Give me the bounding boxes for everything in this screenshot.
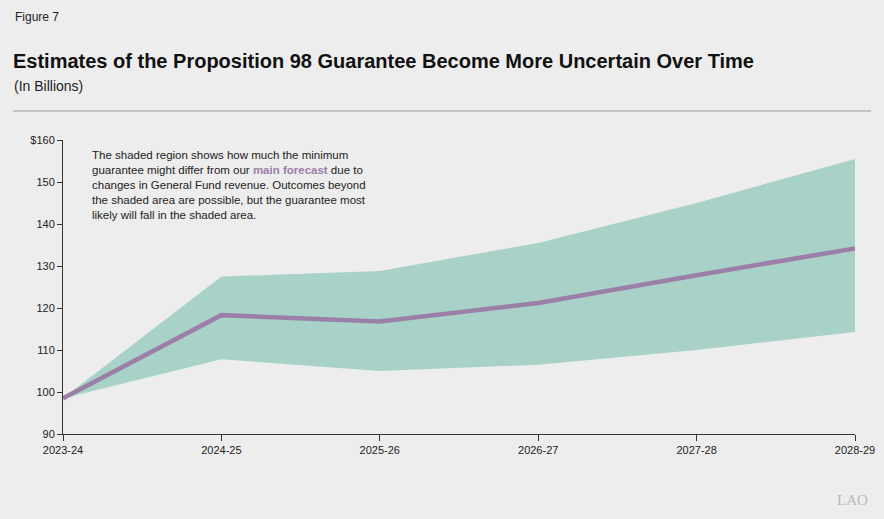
svg-text:(In Billions): (In Billions) (14, 78, 83, 94)
svg-text:2023-24: 2023-24 (43, 444, 83, 456)
svg-text:Estimates of the Proposition 9: Estimates of the Proposition 98 Guarante… (13, 50, 754, 72)
svg-text:LAO: LAO (837, 492, 868, 508)
svg-text:2024-25: 2024-25 (201, 444, 241, 456)
svg-text:140: 140 (36, 218, 54, 230)
svg-text:120: 120 (36, 302, 54, 314)
svg-text:2028-29: 2028-29 (835, 444, 875, 456)
svg-text:100: 100 (36, 386, 54, 398)
svg-text:90: 90 (43, 428, 55, 440)
svg-text:$160: $160 (30, 134, 54, 146)
svg-text:110: 110 (37, 344, 55, 356)
svg-text:150: 150 (36, 176, 54, 188)
svg-text:2027-28: 2027-28 (676, 444, 716, 456)
svg-text:130: 130 (36, 260, 54, 272)
svg-text:2025-26: 2025-26 (360, 444, 400, 456)
svg-text:The shaded region shows how mu: The shaded region shows how much the min… (92, 149, 366, 221)
svg-text:Figure 7: Figure 7 (15, 10, 59, 24)
svg-text:2026-27: 2026-27 (518, 444, 558, 456)
